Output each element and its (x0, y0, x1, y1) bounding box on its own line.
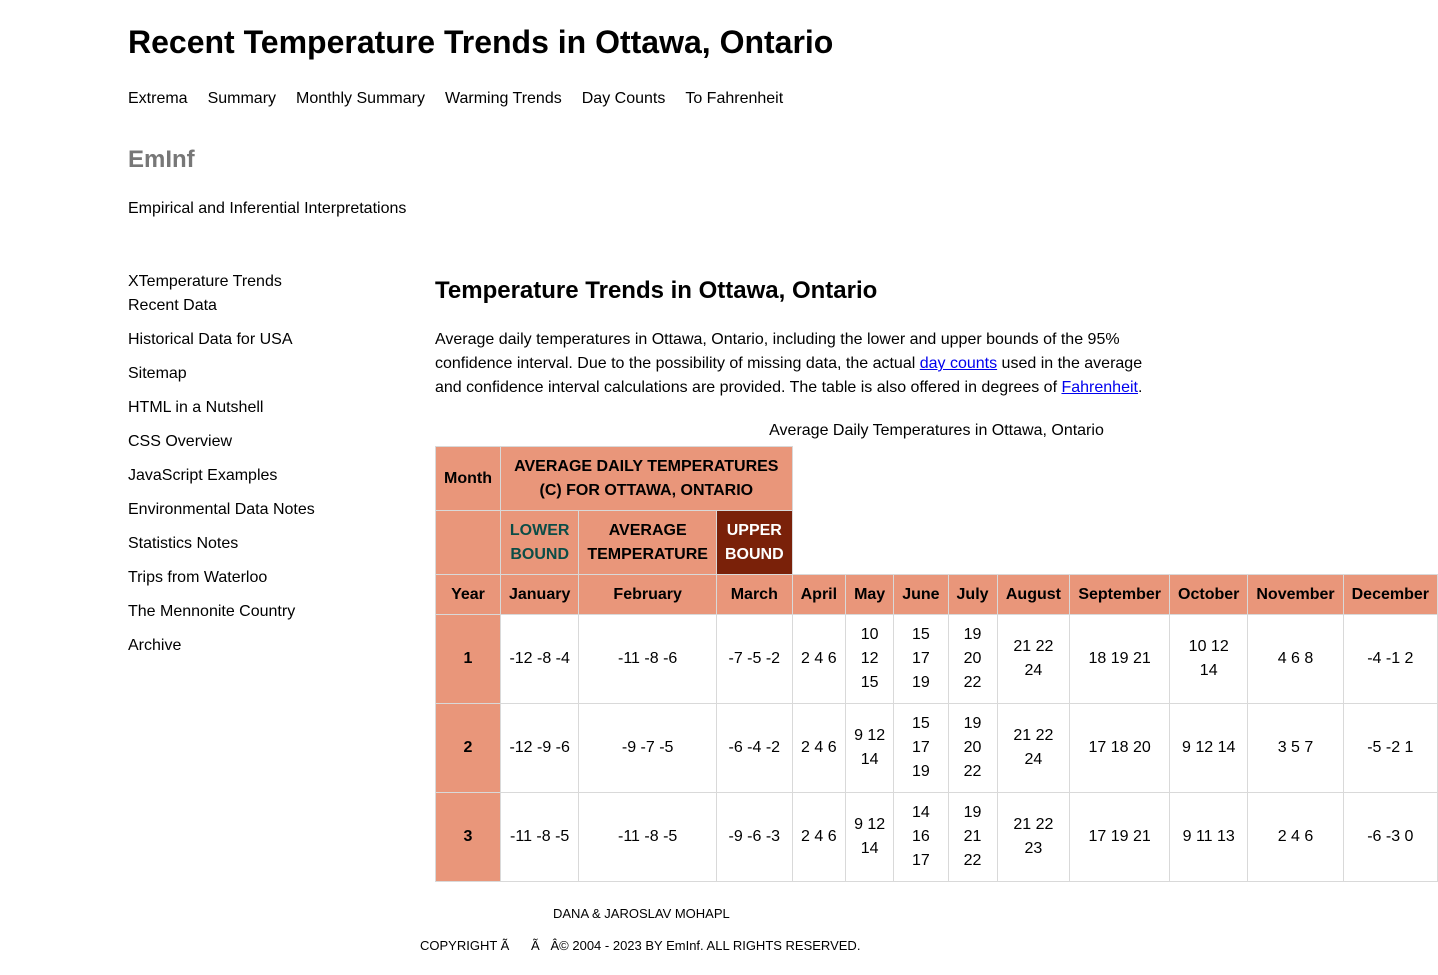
sidebar-item-historical-data-usa[interactable]: Historical Data for USA (128, 331, 293, 348)
month-header: Month (435, 446, 501, 511)
year-cell: 3 (435, 792, 501, 882)
sidebar-navigation: XTemperature Trends Recent Data Historic… (128, 270, 315, 668)
temp-cell: 21 22 24 (996, 614, 1071, 704)
temp-cell: -6 -4 -2 (715, 703, 793, 793)
legend-lower-bound: LOWER BOUND (499, 510, 580, 575)
top-navigation: Extrema Summary Monthly Summary Warming … (128, 90, 783, 108)
temp-cell: 9 12 14 (1169, 703, 1249, 793)
temp-cell: -5 -2 1 (1342, 703, 1438, 793)
month-header-october: October (1169, 574, 1249, 615)
temp-cell: -9 -7 -5 (578, 703, 717, 793)
footer-copyright: COPYRIGHT Ã Ã Â© 2004 - 2023 BY EmInf. A… (420, 938, 861, 953)
temp-cell: -4 -1 2 (1342, 614, 1438, 704)
month-header-november: November (1247, 574, 1344, 615)
fahrenheit-link[interactable]: Fahrenheit (1061, 379, 1138, 396)
sidebar-item-temperature-trends[interactable]: XTemperature Trends Recent Data (128, 273, 282, 314)
temp-cell: 9 12 14 (845, 703, 895, 793)
month-header-december: December (1342, 574, 1438, 615)
month-header-september: September (1069, 574, 1171, 615)
year-header: Year (435, 574, 501, 615)
temp-cell: -12 -9 -6 (499, 703, 580, 793)
intro-paragraph: Average daily temperatures in Ottawa, On… (435, 328, 1155, 400)
sidebar-item-javascript-examples[interactable]: JavaScript Examples (128, 467, 278, 484)
sidebar-item-archive[interactable]: Archive (128, 637, 182, 654)
temp-cell: 9 11 13 (1169, 792, 1249, 882)
temp-cell: -11 -8 -6 (578, 614, 717, 704)
temp-cell: 14 16 17 (893, 792, 949, 882)
temp-cell: 21 22 23 (996, 792, 1071, 882)
month-header-may: May (845, 574, 895, 615)
intro-text-2: used in the average and confidence inter… (435, 355, 1143, 396)
legend-upper-bound: UPPER BOUND (715, 510, 793, 575)
nav-link-extrema[interactable]: Extrema (128, 90, 188, 107)
year-cell: 1 (435, 614, 501, 704)
temp-cell: -11 -8 -5 (578, 792, 717, 882)
temp-cell: 21 22 24 (996, 703, 1071, 793)
nav-link-day-counts[interactable]: Day Counts (581, 90, 666, 107)
month-header-june: June (893, 574, 949, 615)
table-title-header: AVERAGE DAILY TEMPERATURES (C) FOR OTTAW… (499, 446, 793, 511)
temp-cell: 2 4 6 (791, 614, 847, 704)
page-title: Recent Temperature Trends in Ottawa, Ont… (128, 24, 834, 60)
temp-cell: 17 18 20 (1069, 703, 1171, 793)
sidebar-item-mennonite-country[interactable]: The Mennonite Country (128, 603, 296, 620)
temp-cell: 19 20 22 (947, 703, 998, 793)
intro-text-3: . (1137, 379, 1143, 396)
sidebar-item-statistics-notes[interactable]: Statistics Notes (128, 535, 239, 552)
temp-cell: -6 -3 0 (1342, 792, 1438, 882)
nav-link-to-fahrenheit[interactable]: To Fahrenheit (685, 90, 784, 107)
temp-cell: 9 12 14 (845, 792, 895, 882)
month-header-august: August (996, 574, 1071, 615)
temp-cell: 18 19 21 (1069, 614, 1171, 704)
month-header-july: July (947, 574, 998, 615)
month-header-march: March (715, 574, 793, 615)
legend-spacer (792, 511, 1437, 575)
temp-cell: 2 4 6 (791, 792, 847, 882)
temp-cell: -12 -8 -4 (499, 614, 580, 704)
table-header-row-months: Year January February March April May Ju… (435, 574, 1438, 615)
sidebar-item-trips-from-waterloo[interactable]: Trips from Waterloo (128, 569, 268, 586)
header-spacer (792, 447, 1437, 511)
temp-cell: 15 17 19 (893, 614, 949, 704)
table-row: 3 -11 -8 -5 -11 -8 -5 -9 -6 -3 2 4 6 9 1… (435, 792, 1438, 882)
month-header-february: February (578, 574, 717, 615)
month-header-april: April (791, 574, 847, 615)
legend-average-temperature: AVERAGE TEMPERATURE (578, 510, 717, 575)
temp-cell: 2 4 6 (1247, 792, 1344, 882)
legend-empty-cell (435, 510, 501, 575)
sidebar-item-sitemap[interactable]: Sitemap (128, 365, 187, 382)
table-header-row-legend: LOWER BOUND AVERAGE TEMPERATURE UPPER BO… (435, 510, 1438, 575)
sidebar-item-html-nutshell[interactable]: HTML in a Nutshell (128, 399, 264, 416)
nav-link-warming-trends[interactable]: Warming Trends (444, 90, 562, 107)
footer-author: DANA & JAROSLAV MOHAPL (553, 906, 730, 921)
nav-link-summary[interactable]: Summary (207, 90, 277, 107)
table-caption: Average Daily Temperatures in Ottawa, On… (769, 422, 1104, 439)
day-counts-link[interactable]: day counts (919, 355, 998, 372)
table-header-row-title: Month AVERAGE DAILY TEMPERATURES (C) FOR… (435, 446, 1438, 511)
temp-cell: 19 21 22 (947, 792, 998, 882)
temp-cell: 15 17 19 (893, 703, 949, 793)
section-heading: Temperature Trends in Ottawa, Ontario (435, 277, 878, 304)
temp-cell: 10 12 15 (845, 614, 895, 704)
temperature-table: Month AVERAGE DAILY TEMPERATURES (C) FOR… (435, 446, 1438, 882)
month-header-january: January (499, 574, 580, 615)
temp-cell: 17 19 21 (1069, 792, 1171, 882)
nav-link-monthly-summary[interactable]: Monthly Summary (296, 90, 425, 107)
temp-cell: 3 5 7 (1247, 703, 1344, 793)
site-brand[interactable]: EmInf (128, 146, 195, 173)
temp-cell: -11 -8 -5 (499, 792, 580, 882)
temp-cell: -7 -5 -2 (715, 614, 793, 704)
temp-cell: -9 -6 -3 (715, 792, 793, 882)
table-row: 1 -12 -8 -4 -11 -8 -6 -7 -5 -2 2 4 6 10 … (435, 614, 1438, 704)
temp-cell: 2 4 6 (791, 703, 847, 793)
table-row: 2 -12 -9 -6 -9 -7 -5 -6 -4 -2 2 4 6 9 12… (435, 703, 1438, 793)
sidebar-item-css-overview[interactable]: CSS Overview (128, 433, 233, 450)
sidebar-item-environmental-data-notes[interactable]: Environmental Data Notes (128, 501, 315, 518)
year-cell: 2 (435, 703, 501, 793)
temp-cell: 19 20 22 (947, 614, 998, 704)
temp-cell: 4 6 8 (1247, 614, 1344, 704)
intro-text-1: Average daily temperatures in Ottawa, On… (435, 331, 1120, 372)
temp-cell: 10 12 14 (1169, 614, 1249, 704)
site-tagline: Empirical and Inferential Interpretation… (128, 200, 407, 217)
